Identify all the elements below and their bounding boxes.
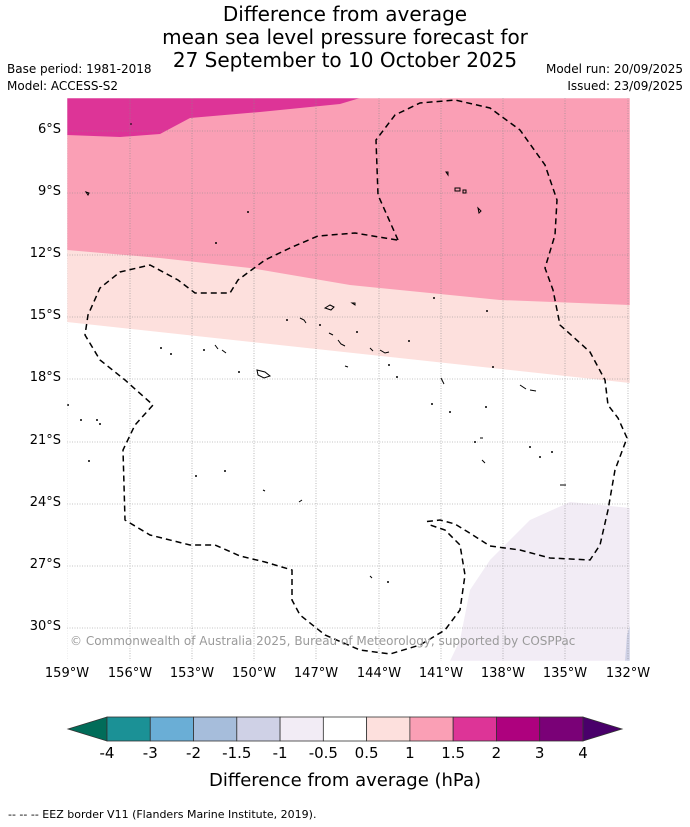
colorbar [68,717,622,741]
lon-label: 132°W [598,666,658,681]
colorbar-segment [367,717,410,741]
lon-label: 135°W [535,666,595,681]
colorbar-tick-label: -0.5 [303,744,343,762]
lat-label: 30°S [6,619,61,634]
colorbar-segment [194,717,237,741]
lon-label: 144°W [349,666,409,681]
colorbar-segment [323,717,366,741]
colorbar-tick-label: 3 [520,744,560,762]
lat-label: 24°S [6,495,61,510]
colorbar-segment [237,717,280,741]
colorbar-tick-label: 1 [390,744,430,762]
colorbar-tick-label: 0.5 [347,744,387,762]
lat-label: 6°S [6,122,61,137]
colorbar-segment [150,717,193,741]
lon-label: 147°W [286,666,346,681]
colorbar-segment [107,717,150,741]
map-figure [0,0,690,827]
colorbar-tick-label: 2 [476,744,516,762]
lat-label: 21°S [6,433,61,448]
colorbar-title: Difference from average (hPa) [0,770,690,791]
lon-label: 156°W [100,666,160,681]
lat-label: 9°S [6,184,61,199]
lon-label: 153°W [162,666,222,681]
colorbar-tick-label: -1.5 [217,744,257,762]
lat-label: 15°S [6,308,61,323]
lat-label: 12°S [6,246,61,261]
copyright-notice: © Commonwealth of Australia 2025, Bureau… [70,634,575,648]
colorbar-tick-label: 4 [563,744,603,762]
colorbar-segment [540,717,583,741]
map-plot-area [67,98,630,661]
colorbar-segment [280,717,323,741]
colorbar-tick-label: -4 [87,744,127,762]
lon-label: 138°W [473,666,533,681]
colorbar-high-extension [583,717,622,741]
lat-label: 27°S [6,557,61,572]
lon-label: 150°W [224,666,284,681]
colorbar-tick-label: 1.5 [433,744,473,762]
lon-label: 159°W [37,666,97,681]
colorbar-tick-label: -3 [130,744,170,762]
lon-label: 141°W [411,666,471,681]
eez-footnote: -- -- -- EEZ border V11 (Flanders Marine… [8,808,316,821]
lat-label: 18°S [6,370,61,385]
colorbar-segments [107,717,583,741]
colorbar-segment [453,717,496,741]
colorbar-segment [410,717,453,741]
colorbar-tick-label: -1 [260,744,300,762]
colorbar-tick-label: -2 [174,744,214,762]
colorbar-segment [496,717,539,741]
colorbar-low-extension [68,717,107,741]
